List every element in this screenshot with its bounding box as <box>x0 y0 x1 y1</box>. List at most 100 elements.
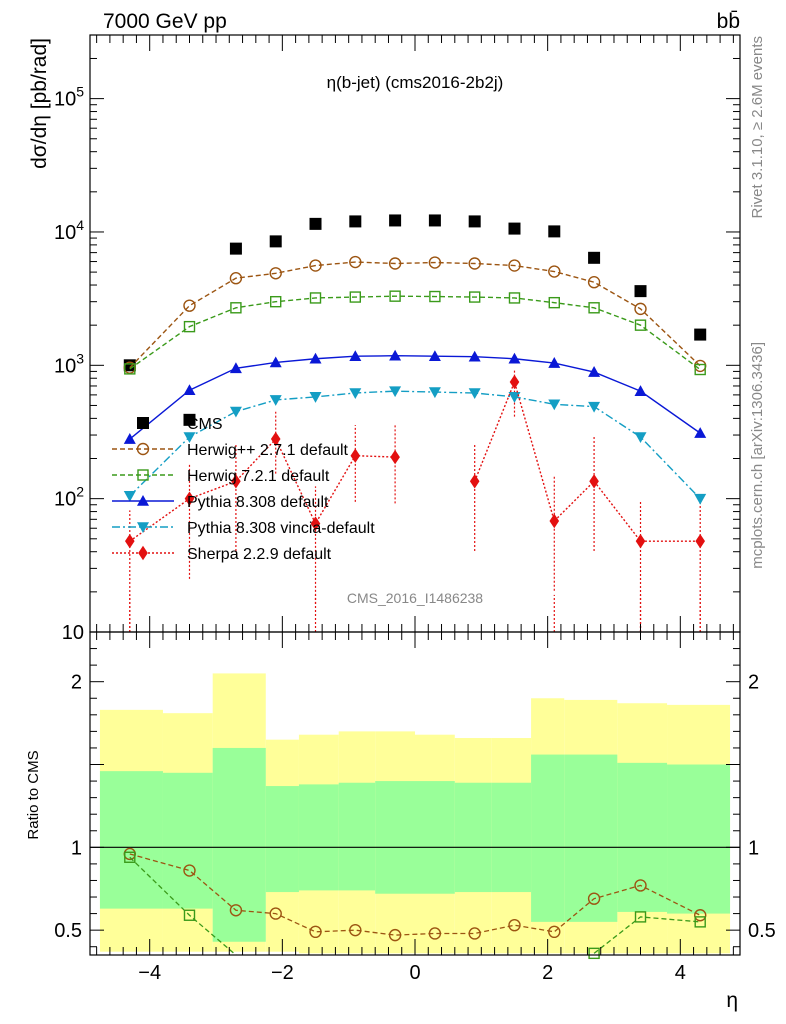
pythia-8-308-default-point <box>588 366 601 377</box>
green-band <box>667 764 731 914</box>
pythia-8-308-default-line <box>129 355 701 440</box>
cms-point <box>309 217 322 230</box>
sherpa-2-2-9-default-point <box>231 474 241 489</box>
herwig-7-2-1-default-point <box>124 363 136 375</box>
green-band <box>375 781 415 894</box>
herwig-2-7-1-default-point <box>468 257 481 270</box>
legend-label-herwig-2-7-1-default: Herwig++ 2.7.1 default <box>187 442 349 459</box>
x-axis-label: η <box>726 989 738 1012</box>
pythia-8-308-vincia-default-point <box>309 392 322 403</box>
herwig-7-2-1-default-ratio-point <box>588 947 600 960</box>
legend-label-cms: CMS <box>187 416 223 433</box>
pythia-8-308-vincia-default-point <box>468 388 481 399</box>
pythia-8-308-vincia-default-point <box>349 388 362 399</box>
sherpa-2-2-9-default-point <box>390 449 400 465</box>
cms-point <box>349 215 362 228</box>
rivet-side-label: Rivet 3.1.10, ≥ 2.6M events <box>749 36 766 219</box>
watermark-label: CMS_2016_I1486238 <box>347 590 483 606</box>
sherpa-2-2-9-default-point <box>549 513 560 529</box>
ratio-y-tick-label: 1 <box>71 837 82 859</box>
green-band <box>491 782 532 893</box>
green-band <box>265 786 299 893</box>
herwig-2-7-1-default-ratio-point <box>183 864 196 877</box>
legend-marker-herwig-2-7-1-default <box>136 442 150 456</box>
legend-marker-cms <box>137 417 149 429</box>
pythia-8-308-default-point <box>508 352 521 364</box>
pythia-8-308-default-point <box>309 352 322 364</box>
herwig-7-2-1-default-point <box>270 295 282 308</box>
herwig-2-7-1-default-ratio-point <box>694 909 707 922</box>
sherpa-2-2-9-default-point <box>469 474 480 489</box>
herwig-7-2-1-default-point <box>429 290 441 303</box>
cms-point <box>588 251 601 264</box>
herwig-2-7-1-default-point <box>388 257 402 270</box>
pythia-8-308-default-point <box>349 350 362 362</box>
herwig-7-2-1-default-point <box>349 291 362 303</box>
y-tick-label: 104 <box>54 217 84 244</box>
legend-marker-pythia-8-308-default <box>137 495 149 506</box>
y-tick-label: 10 <box>62 622 84 644</box>
green-band <box>531 754 565 922</box>
herwig-2-7-1-default-point <box>229 272 243 285</box>
herwig-7-2-1-default-point <box>389 290 401 302</box>
pythia-8-308-default-point <box>468 350 481 362</box>
herwig-2-7-1-default-ratio-point <box>269 907 282 920</box>
herwig-7-2-1-default-point <box>508 292 521 304</box>
herwig-2-7-1-default-ratio-point <box>468 927 481 940</box>
sherpa-2-2-9-default-line <box>129 379 701 542</box>
herwig-2-7-1-default-ratio-line <box>129 853 701 936</box>
pythia-8-308-default-point <box>269 356 282 368</box>
green-band <box>298 784 339 891</box>
herwig-2-7-1-default-ratio-point <box>428 927 442 940</box>
cms-point <box>428 214 441 227</box>
herwig-2-7-1-default-ratio-point <box>229 904 243 917</box>
cms-point <box>634 285 647 298</box>
herwig-7-2-1-default-ratio-line <box>129 856 701 956</box>
cms-point <box>508 222 521 235</box>
herwig-7-2-1-default-ratio-point <box>634 911 647 923</box>
herwig-7-2-1-default-point <box>548 296 560 309</box>
herwig-7-2-1-default-point <box>468 291 481 303</box>
upper-y-axis-label: dσ/dη [pb/rad] <box>28 38 51 169</box>
herwig-2-7-1-default-point <box>349 255 362 269</box>
herwig-2-7-1-default-point <box>269 267 282 280</box>
ratio-y-tick-label-right: 0.5 <box>748 920 776 942</box>
herwig-2-7-1-default-ratio-point <box>388 928 402 942</box>
herwig-7-2-1-default-ratio-point <box>694 916 706 928</box>
green-band <box>212 747 266 942</box>
cms-point <box>694 328 707 341</box>
ratio-y-tick-label: 2 <box>71 672 82 694</box>
sherpa-2-2-9-default-point <box>635 533 646 549</box>
ratio-plot-area: −4 −2 0 2 4 0.5 0.5 1 1 2 2 <box>54 631 776 984</box>
lower-y-axis-label: Ratio to CMS <box>25 750 42 839</box>
herwig-2-7-1-default-point <box>508 259 521 272</box>
green-band <box>415 781 455 894</box>
legend-marker-sherpa-2-2-9-default <box>138 545 148 561</box>
cms-point <box>229 242 242 255</box>
y-tick-label: 102 <box>54 484 84 511</box>
herwig-2-7-1-default-ratio-point <box>508 918 521 932</box>
pythia-8-308-vincia-default-point <box>183 432 196 443</box>
legend-label-pythia-8-308-vincia-default: Pythia 8.308 vincia-default <box>187 520 375 537</box>
pythia-8-308-vincia-default-point <box>389 386 402 398</box>
y-tick-label: 105 <box>54 84 84 111</box>
sherpa-2-2-9-default-point <box>589 474 599 489</box>
herwig-7-2-1-default-point <box>588 302 600 314</box>
herwig-2-7-1-default-point <box>548 265 561 278</box>
herwig-2-7-1-default-point <box>428 256 442 269</box>
energy-label: 7000 GeV pp <box>103 10 227 33</box>
herwig-2-7-1-default-ratio-point <box>548 925 561 939</box>
process-label: bb̄ <box>717 10 740 33</box>
upper-plot-area: 10 102 103 104 105 <box>54 34 741 644</box>
sherpa-2-2-9-default-point <box>124 533 135 549</box>
cms-point <box>183 413 196 426</box>
herwig-2-7-1-default-ratio-point <box>349 923 362 937</box>
legend-label-pythia-8-308-default: Pythia 8.308 default <box>187 494 329 511</box>
ratio-y-tick-label-right: 2 <box>748 672 759 694</box>
cms-point <box>389 214 402 227</box>
herwig-7-2-1-default-point <box>309 292 322 304</box>
pythia-8-308-default-point <box>634 385 647 396</box>
green-band <box>564 754 618 922</box>
green-band <box>454 782 492 893</box>
